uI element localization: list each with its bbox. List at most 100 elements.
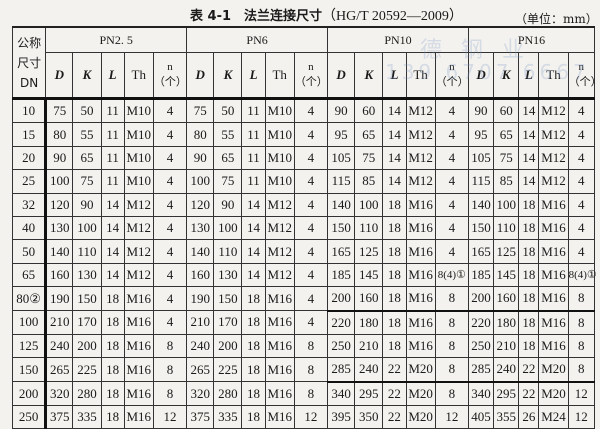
value-cell: M16: [405, 310, 436, 335]
value-cell: 14: [241, 215, 266, 241]
value-cell: 150: [467, 215, 495, 241]
table-row: 150 265 225 18 M16 8 265 225 18 M16 8 285 240 22 M20 8 2…: [11, 357, 596, 383]
value-cell: 14: [382, 122, 407, 147]
value-cell: 4: [434, 169, 469, 194]
value-cell: 12: [152, 405, 188, 429]
dn-cell: 200: [11, 381, 48, 407]
value-cell: 22: [382, 405, 407, 429]
value-cell: 11: [241, 97, 266, 124]
value-cell: 4: [152, 310, 188, 335]
value-cell: M10: [123, 122, 154, 147]
value-cell: 90: [467, 97, 495, 124]
value-cell: M16: [405, 286, 436, 312]
value-cell: 75: [493, 145, 520, 171]
value-cell: 11: [100, 169, 125, 194]
column-header-n: n（个）: [293, 52, 329, 100]
value-cell: 240: [493, 357, 520, 383]
value-cell: 100: [186, 169, 215, 194]
value-cell: 14: [382, 97, 407, 124]
value-cell: M16: [264, 405, 295, 429]
value-cell: 11: [100, 97, 125, 124]
table-row: 15 80 55 11 M10 4 80 55 11 M10 4 95 65 14 M12 4 95 65 14 M1…: [11, 122, 596, 147]
value-cell: 4: [567, 122, 596, 147]
table-row: 250 375 335 18 M16 12 375 335 18 M16 12 395 350 22 M20…: [11, 405, 596, 429]
value-cell: 140: [327, 192, 356, 217]
value-cell: M24: [538, 405, 569, 429]
dn-cell: 125: [11, 333, 48, 359]
column-header-L: L: [382, 52, 407, 100]
value-cell: 340: [467, 381, 495, 407]
value-cell: 75: [72, 169, 102, 194]
value-cell: 8: [567, 357, 596, 383]
value-cell: 4: [293, 122, 329, 147]
value-cell: 280: [72, 381, 102, 407]
value-cell: 140: [45, 239, 74, 264]
value-cell: 130: [186, 215, 215, 241]
value-cell: 120: [186, 192, 215, 217]
value-cell: 14: [518, 169, 540, 194]
value-cell: 8: [434, 357, 469, 383]
value-cell: M16: [264, 381, 295, 407]
value-cell: 4: [152, 169, 188, 194]
value-cell: 145: [354, 262, 384, 288]
value-cell: 225: [213, 357, 243, 383]
value-cell: 18: [100, 310, 125, 335]
value-cell: 55: [72, 122, 102, 147]
table-row: 50 140 110 14 M12 4 140 110 14 M12 4 165 125 18 M16 4 16…: [11, 239, 596, 264]
value-cell: M16: [264, 310, 295, 335]
value-cell: 180: [354, 310, 384, 335]
value-cell: 295: [493, 381, 520, 407]
column-header-T: Th: [538, 52, 569, 100]
value-cell: 18: [382, 310, 407, 335]
value-cell: M12: [123, 262, 154, 288]
title-standard: （HG/T 20592—2009）: [322, 9, 463, 24]
value-cell: 110: [72, 239, 102, 264]
value-cell: 200: [327, 286, 356, 312]
value-cell: 65: [72, 145, 102, 171]
value-cell: 150: [327, 215, 356, 241]
dn-cell: 65: [11, 262, 48, 288]
value-cell: 170: [213, 310, 243, 335]
value-cell: 145: [493, 262, 520, 288]
value-cell: M16: [123, 333, 154, 359]
value-cell: 50: [213, 97, 243, 124]
value-cell: 22: [518, 381, 540, 407]
value-cell: 18: [241, 381, 266, 407]
value-cell: 150: [72, 286, 102, 312]
value-cell: M10: [264, 169, 295, 194]
value-cell: 160: [493, 286, 520, 312]
value-cell: M10: [264, 145, 295, 171]
value-cell: 90: [72, 192, 102, 217]
value-cell: 4: [152, 262, 188, 288]
value-cell: 90: [327, 97, 356, 124]
value-cell: 18: [382, 239, 407, 264]
group-header-1: PN6: [186, 26, 329, 53]
value-cell: 60: [493, 97, 520, 124]
dn-cell: 80②: [11, 286, 48, 312]
value-cell: 18: [518, 192, 540, 217]
column-header-L: L: [100, 52, 125, 100]
value-cell: 375: [186, 405, 215, 429]
value-cell: 8: [434, 333, 469, 359]
value-cell: 240: [45, 333, 74, 359]
value-cell: 350: [354, 405, 384, 429]
value-cell: M12: [538, 145, 569, 171]
value-cell: 180: [493, 310, 520, 335]
value-cell: 265: [186, 357, 215, 383]
value-cell: 80: [186, 122, 215, 147]
value-cell: 18: [382, 262, 407, 288]
value-cell: 280: [213, 381, 243, 407]
column-header-n: n（个）: [152, 52, 188, 100]
value-cell: 11: [241, 145, 266, 171]
value-cell: 4: [293, 239, 329, 264]
value-cell: 14: [518, 145, 540, 171]
value-cell: 95: [327, 122, 356, 147]
value-cell: M16: [405, 215, 436, 241]
column-header-T: Th: [123, 52, 154, 100]
table-row: 80② 190 150 18 M16 4 190 150 18 M16 4 200 160 18 M16 8 2…: [11, 286, 596, 312]
value-cell: 4: [567, 192, 596, 217]
value-cell: 250: [467, 333, 495, 359]
value-cell: 75: [213, 169, 243, 194]
value-cell: 4: [152, 145, 188, 171]
value-cell: 100: [45, 169, 74, 194]
